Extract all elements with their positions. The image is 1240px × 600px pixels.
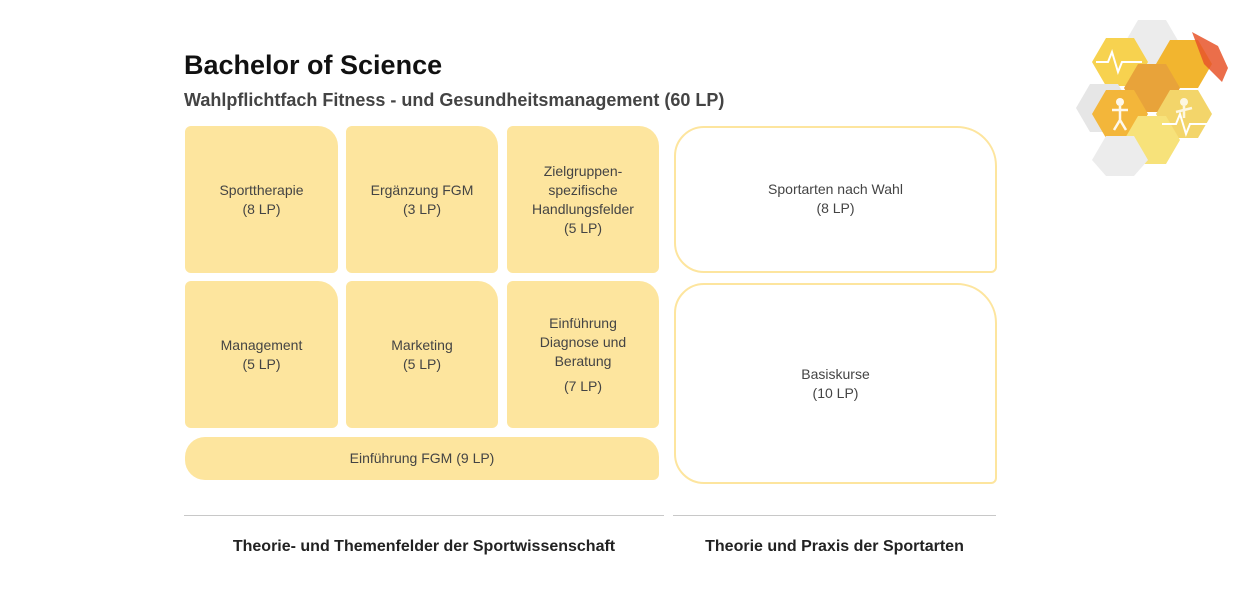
footer-label-theory: Theorie- und Themenfelder der Sportwisse… [232, 538, 616, 555]
module-management: Management (5 LP) [185, 281, 338, 428]
module-credits: (8 LP) [242, 200, 281, 217]
page-subtitle: Wahlpflichtfach Fitness - und Gesundheit… [184, 90, 725, 110]
module-diagnose-beratung: Einführung Diagnose und Beratung (7 LP) [507, 281, 659, 428]
module-label: spezifische [548, 181, 618, 198]
module-ergaenzung-fgm: Ergänzung FGM (3 LP) [346, 126, 498, 273]
module-label: Management [220, 336, 303, 353]
module-label: Sportarten nach Wahl [768, 181, 903, 197]
module-label: Zielgruppen- [543, 162, 623, 179]
module-einfuehrung-fgm: Einführung FGM (9 LP) [185, 437, 659, 480]
module-credits: (7 LP) [563, 377, 603, 394]
module-marketing: Marketing (5 LP) [346, 281, 498, 428]
footer-label-practice: Theorie und Praxis der Sportarten [705, 538, 964, 555]
module-label: Marketing [391, 336, 453, 353]
module-label: Einführung FGM (9 LP) [349, 450, 495, 466]
module-credits: (10 LP) [812, 384, 859, 401]
module-sportarten-nach-wahl: Sportarten nach Wahl (8 LP) [674, 126, 997, 273]
module-credits: (8 LP) [816, 200, 855, 216]
module-label: Beratung [554, 352, 612, 369]
divider-left [184, 515, 664, 516]
module-label: Sporttherapie [219, 181, 304, 198]
module-label: Basiskurse [801, 365, 870, 382]
hexagon-cluster [1076, 20, 1228, 176]
module-credits: (5 LP) [402, 355, 442, 372]
module-credits: (5 LP) [242, 355, 281, 372]
page-title: Bachelor of Science [184, 50, 443, 80]
module-credits: (3 LP) [402, 200, 442, 217]
divider-right [673, 515, 996, 516]
honeycomb-sports-logo-icon [1076, 20, 1228, 176]
module-zielgruppen: Zielgruppen- spezifische Handlungsfelder… [507, 126, 659, 273]
module-label: Handlungsfelder [532, 200, 634, 217]
module-sporttherapie: Sporttherapie (8 LP) [185, 126, 338, 273]
module-label: Diagnose und [539, 333, 627, 350]
module-basiskurse: Basiskurse (10 LP) [674, 283, 997, 484]
module-label: Einführung [549, 314, 617, 331]
module-label: Ergänzung FGM [370, 181, 474, 198]
module-credits: (5 LP) [563, 219, 603, 236]
